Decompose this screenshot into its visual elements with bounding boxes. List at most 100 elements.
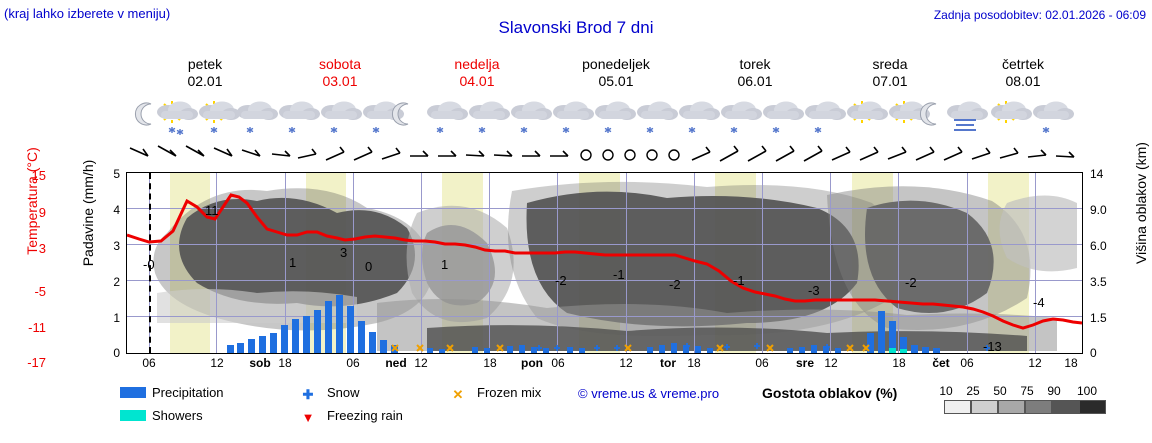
gridline (127, 244, 1082, 245)
day-tick: ned (385, 356, 407, 370)
hour-tick: 06 (551, 356, 565, 370)
showers-swatch (120, 410, 146, 422)
temp-tick: -11 (28, 320, 46, 335)
hour-tick: 06 (346, 356, 360, 370)
scale-cell (998, 400, 1025, 414)
cloud-tick: 3.5 (1090, 275, 1107, 289)
forecast-chart: -0 11 1 3 0 1 -2 -1 -2 -1 -3 -2 -13 -4 (126, 172, 1083, 354)
temp-tick: 3 (38, 241, 46, 256)
day-name: sreda (872, 56, 908, 72)
temp-tick: 9 (38, 205, 46, 220)
last-updated: Zadnja posodobitev: 02.01.2026 - 06:09 (933, 8, 1146, 22)
cloud-density-legend-label: Gostota oblakov (%) (762, 385, 898, 401)
temp-tick: -5 (34, 284, 46, 299)
gridline (353, 173, 354, 353)
legend-frozen-mix: ✕ Frozen mix (445, 384, 542, 403)
scale-tick: 100 (1076, 384, 1098, 398)
day-header-4: torek 06.01 (690, 56, 820, 90)
scale-cell (1052, 400, 1079, 414)
hour-tick: 06 (960, 356, 974, 370)
legend-label: Snow (327, 385, 360, 401)
scale-cell (1025, 400, 1052, 414)
scale-tick: 75 (1020, 384, 1034, 398)
location-menu-note: (kraj lahko izberete v meniju) (4, 6, 171, 21)
hour-tick: 18 (687, 356, 701, 370)
hour-tick: 12 (414, 356, 428, 370)
temp-label: 1 (289, 255, 297, 270)
temp-label: -13 (983, 339, 1002, 354)
frozen-mix-icon: ✕ (452, 387, 464, 403)
cloud-tick: 14 (1090, 167, 1104, 181)
gridline (285, 173, 286, 353)
day-name: nedelja (454, 56, 500, 72)
gridline (694, 173, 695, 353)
cloud-density-scale: 10 25 50 75 90 100 (939, 384, 1106, 414)
day-tick: sob (249, 356, 271, 370)
gridline (762, 173, 763, 353)
legend-label: Showers (152, 408, 203, 424)
gridline (127, 316, 1082, 317)
prec-tick: 1 (113, 311, 120, 325)
temp-tick: 15 (31, 168, 46, 183)
freezing-rain-icon: ▼ (301, 410, 315, 426)
gridline (898, 173, 899, 353)
gridline (127, 280, 1082, 281)
temp-label: -4 (1033, 295, 1045, 310)
current-time-marker (149, 173, 151, 353)
gridline (489, 173, 490, 353)
credit-link[interactable]: © vreme.us & vreme.pro (578, 386, 720, 401)
legend-label: Freezing rain (327, 408, 403, 424)
day-date: 03.01 (322, 73, 358, 89)
temp-label: -1 (733, 273, 745, 288)
day-tick: pon (521, 356, 543, 370)
day-header-6: četrtek 08.01 (958, 56, 1088, 90)
scale-tick: 90 (1047, 384, 1061, 398)
scale-cell (1079, 400, 1106, 414)
day-header-1: sobota 03.01 (275, 56, 405, 90)
day-date: 02.01 (187, 73, 223, 89)
hour-tick: 18 (483, 356, 497, 370)
cloud-height-axis-title: Višina oblakov (km) (1133, 142, 1149, 264)
temp-label: -1 (613, 267, 625, 282)
prec-tick: 3 (113, 239, 120, 253)
temp-label: -3 (808, 283, 820, 298)
hour-tick: 12 (210, 356, 224, 370)
wind-barb-row (126, 140, 1083, 172)
temp-label: 0 (365, 259, 373, 274)
day-header-5: sreda 07.01 (825, 56, 955, 90)
scale-tick: 25 (966, 384, 980, 398)
temp-label: -2 (555, 273, 567, 288)
legend-showers: Showers (120, 407, 203, 423)
day-name: sobota (318, 56, 362, 72)
day-date: 04.01 (459, 73, 495, 89)
hour-tick: 12 (824, 356, 838, 370)
cloud-density-field (153, 181, 1077, 351)
hour-tick: 12 (1028, 356, 1042, 370)
weather-icon-row (126, 96, 1083, 138)
cloud-tick: 9.0 (1090, 203, 1107, 217)
hour-tick: 18 (1064, 356, 1078, 370)
data-series-overlay (127, 193, 1082, 353)
gridline (626, 173, 627, 353)
temp-label: 1 (441, 257, 449, 272)
prec-tick: 2 (113, 275, 120, 289)
day-name: ponedeljek (582, 56, 650, 72)
cloud-tick: 1.5 (1090, 311, 1107, 325)
legend-snow: ✚ Snow (295, 384, 360, 402)
cloud-tick: 0 (1090, 346, 1097, 360)
cloud-tick: 6.0 (1090, 239, 1107, 253)
temp-label: -2 (669, 277, 681, 292)
legend-label: Frozen mix (477, 385, 542, 401)
gridline (127, 208, 1082, 209)
gridline (830, 173, 831, 353)
gridline (421, 173, 422, 353)
gridline (216, 173, 217, 353)
day-name: torek (739, 56, 771, 72)
precipitation-swatch (120, 387, 146, 399)
scale-tick: 50 (993, 384, 1007, 398)
scale-tick: 10 (939, 384, 953, 398)
day-name: petek (187, 56, 223, 72)
temp-label: 3 (340, 245, 348, 260)
prec-tick: 5 (113, 167, 120, 181)
hour-tick: 06 (142, 356, 156, 370)
